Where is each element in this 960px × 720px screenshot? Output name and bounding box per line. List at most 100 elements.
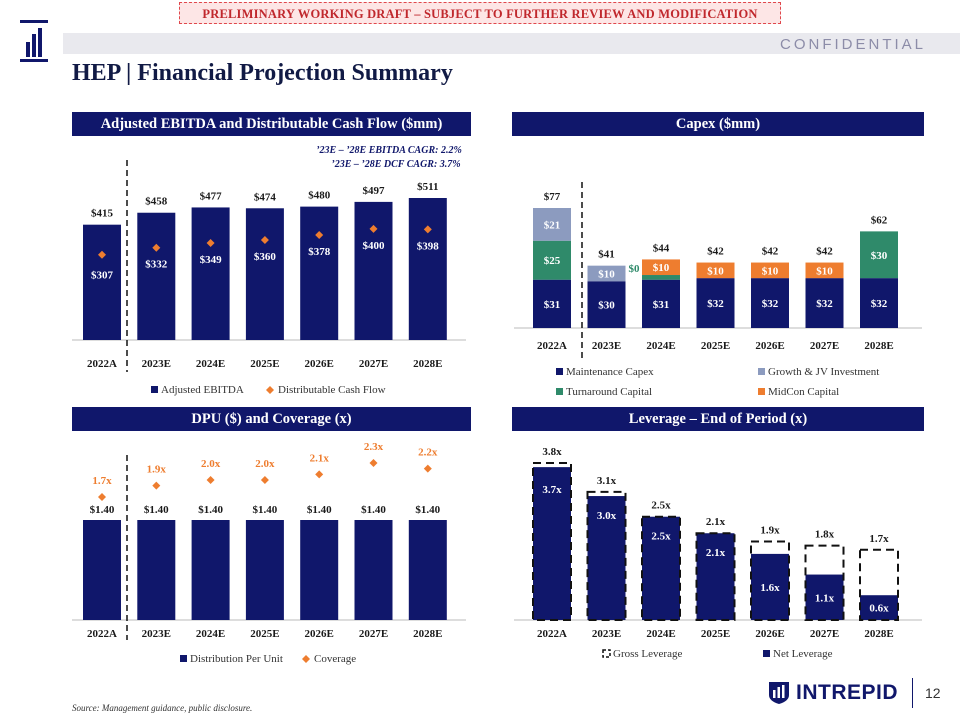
net-leverage-label: 2.1x — [706, 547, 726, 559]
capex-segment-label: $32 — [707, 298, 724, 310]
coverage-label: 2.1x — [310, 452, 330, 464]
coverage-legend-swatch — [302, 655, 310, 663]
capex-segment — [860, 278, 898, 328]
ebitda-cagr-label: ’23E – ’28E EBITDA CAGR: 2.2% — [316, 145, 462, 156]
brand-divider — [912, 678, 914, 708]
capex-segment — [533, 208, 571, 241]
dpu-bar — [191, 520, 230, 620]
dcf-label: $378 — [308, 246, 331, 258]
gross-leverage-outline — [804, 544, 845, 622]
dpu-xtick: 2023E — [142, 628, 171, 640]
net-leverage-bar — [860, 595, 898, 620]
page-title: HEP | Financial Projection Summary — [72, 60, 453, 86]
net-legend-swatch — [763, 650, 770, 657]
capex-legend-swatch — [758, 388, 765, 395]
ebitda-bar-label: $458 — [145, 196, 168, 208]
dpu-legend-swatch — [180, 655, 187, 662]
capex-xtick: 2027E — [810, 340, 839, 352]
gross-leverage-label: 1.8x — [815, 529, 835, 541]
gross-leverage-label: 1.9x — [760, 525, 780, 537]
net-leverage-label: 2.5x — [651, 531, 671, 543]
coverage-label: 1.9x — [147, 464, 167, 476]
dcf-label: $360 — [254, 251, 277, 263]
gross-leverage-label: 2.1x — [706, 516, 726, 528]
ebitda-bar-label: $497 — [363, 185, 386, 197]
capex-segment — [587, 281, 626, 328]
dcf-marker — [152, 243, 161, 252]
dpu-bar-label: $1.40 — [415, 504, 440, 516]
net-leverage-bar — [587, 496, 626, 620]
capex-segment-label: $10 — [762, 265, 779, 277]
dpu-bar — [245, 520, 284, 620]
capex-total-label: $62 — [871, 214, 888, 226]
dpu-bar-label: $1.40 — [198, 504, 223, 516]
dpu-xtick: 2025E — [250, 628, 279, 640]
capex-segment — [805, 278, 844, 328]
capex-total-label: $42 — [707, 246, 724, 258]
net-leverage-label: 3.7x — [542, 484, 562, 496]
dcf-label: $349 — [200, 254, 223, 266]
dcf-label: $332 — [145, 259, 168, 271]
ebitda-panel-title: Adjusted EBITDA and Distributable Cash F… — [72, 112, 471, 136]
ebitda-xtick: 2022A — [87, 358, 117, 370]
capex-panel-title: Capex ($mm) — [512, 112, 924, 136]
dpu-xtick: 2026E — [305, 628, 334, 640]
dpu-bar — [354, 520, 393, 620]
capex-segment — [533, 240, 571, 280]
coverage-marker — [98, 493, 106, 501]
gross-leverage-outline — [750, 540, 790, 621]
ebitda-bar — [300, 206, 339, 340]
coverage-marker — [206, 476, 215, 484]
net-leverage-bar — [696, 533, 735, 620]
dpu-bar-label: $1.40 — [90, 504, 115, 516]
dpu-bar-label: $1.40 — [144, 504, 169, 516]
ebitda-bar — [191, 207, 230, 340]
leverage-xtick: 2024E — [646, 628, 675, 640]
draft-banner: PRELIMINARY WORKING DRAFT – SUBJECT TO F… — [179, 2, 781, 24]
capex-segment-label: $25 — [544, 255, 561, 267]
coverage-marker — [260, 476, 269, 484]
capex-segment-label: $32 — [871, 298, 888, 310]
capex-xtick: 2024E — [646, 340, 675, 352]
coverage-legend-label: Coverage — [314, 653, 356, 665]
capex-total-label: $42 — [816, 246, 833, 258]
dpu-bar — [83, 520, 121, 620]
ebitda-xtick: 2024E — [196, 358, 225, 370]
ebitda-bar — [137, 212, 176, 340]
capex-segment — [533, 279, 571, 328]
header-bar — [63, 33, 960, 54]
capex-legend-swatch — [758, 368, 765, 375]
dcf-marker — [206, 239, 215, 248]
dpu-bar-label: $1.40 — [361, 504, 386, 516]
capex-segment-label: $10 — [707, 265, 724, 277]
legend-dcf-label: Distributable Cash Flow — [278, 384, 386, 396]
capex-segment-label: $21 — [544, 219, 561, 231]
capex-xtick: 2028E — [864, 340, 893, 352]
intrepid-shield-icon — [769, 682, 789, 704]
net-leverage-bar — [805, 574, 844, 620]
coverage-label: 2.3x — [364, 441, 384, 453]
dpu-bar-label: $1.40 — [307, 504, 332, 516]
gross-leverage-outline — [532, 462, 572, 621]
leverage-xtick: 2023E — [592, 628, 621, 640]
gross-leverage-outline — [641, 515, 681, 621]
dpu-xtick: 2022A — [87, 628, 117, 640]
ebitda-xtick: 2023E — [142, 358, 171, 370]
ebitda-bar-label: $474 — [254, 191, 277, 203]
capex-xtick: 2026E — [755, 340, 784, 352]
gross-leverage-label: 2.5x — [651, 500, 671, 512]
net-leverage-bar — [642, 516, 680, 620]
capex-segment — [860, 231, 898, 279]
dcf-cagr-label: ’23E – ’28E DCF CAGR: 3.7% — [331, 159, 460, 170]
leverage-xtick: 2026E — [755, 628, 784, 640]
ebitda-bar-label: $477 — [200, 190, 223, 202]
coverage-label: 2.2x — [418, 447, 438, 459]
legend-ebitda-label: Adjusted EBITDA — [161, 384, 244, 396]
dcf-marker — [315, 230, 324, 239]
dcf-label: $398 — [417, 240, 440, 252]
ebitda-xtick: 2025E — [250, 358, 279, 370]
dpu-bar — [408, 520, 447, 620]
ebitda-xtick: 2028E — [413, 358, 442, 370]
leverage-xtick: 2027E — [810, 628, 839, 640]
dpu-bar — [137, 520, 176, 620]
